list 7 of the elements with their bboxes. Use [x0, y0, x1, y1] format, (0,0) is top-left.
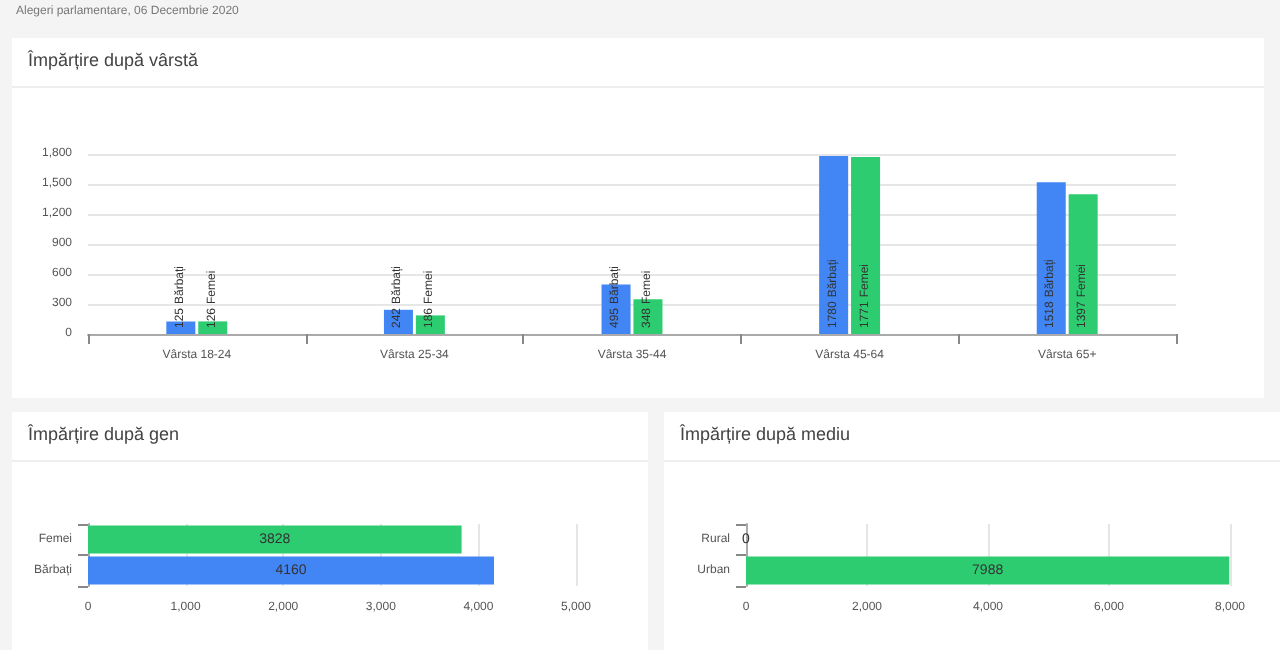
bar	[819, 156, 849, 334]
chart-title: Împărțire după mediu	[680, 424, 851, 444]
chart-title: Împărțire după gen	[28, 424, 180, 444]
bar	[1068, 194, 1098, 334]
chart-title: Împărțire după vârstă	[28, 50, 199, 70]
bar	[851, 156, 881, 334]
bar	[1036, 182, 1066, 334]
